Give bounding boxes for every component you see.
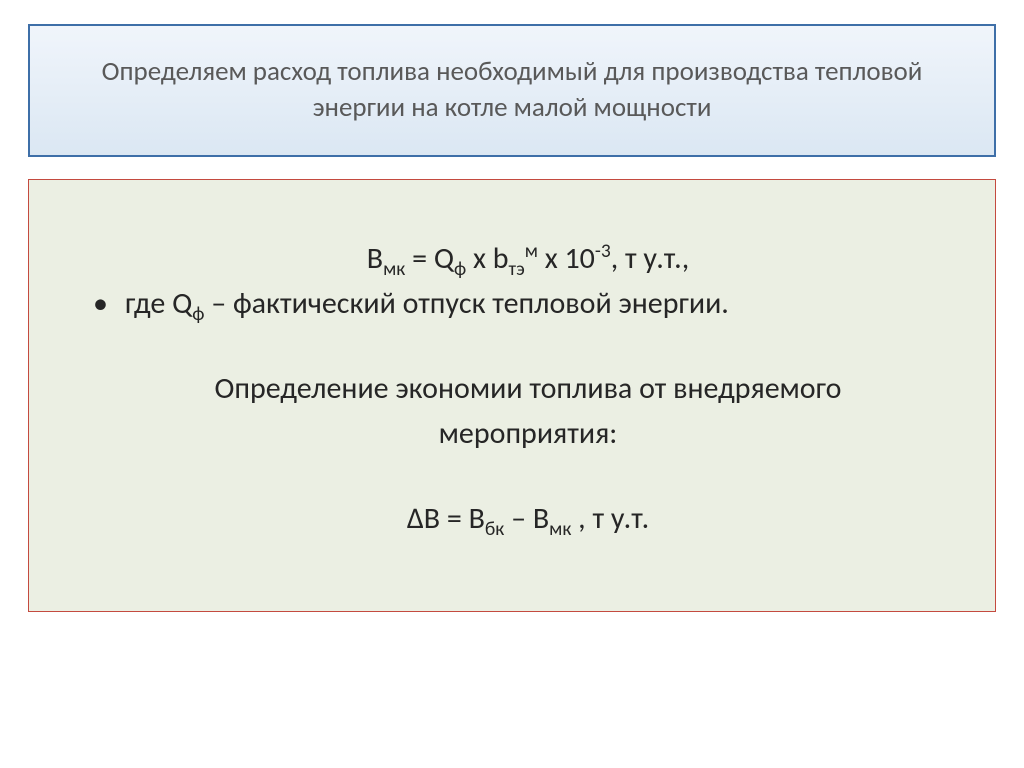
sub-heading-b: мероприятия:	[125, 411, 931, 456]
slide-title: Определяем расход топлива необходимый дл…	[102, 55, 923, 124]
sub-heading-a: Определение экономии топлива от внедряем…	[125, 366, 931, 411]
formula-2: ∆B = Bбк – Bмк , т у.т.	[125, 496, 931, 541]
formula-row-2: ∆B = Bбк – Bмк , т у.т.	[93, 496, 931, 541]
definition-line: где Qф – фактический отпуск тепловой эне…	[125, 281, 931, 326]
spacer	[93, 456, 931, 496]
formula-1: Bмк = Qф х bтэм х 10-3, т у.т.,	[125, 236, 931, 281]
slide-title-box: Определяем расход топлива необходимый дл…	[28, 24, 996, 157]
formula-row-1: Bмк = Qф х bтэм х 10-3, т у.т.,	[93, 236, 931, 281]
bullet-icon: •	[93, 281, 125, 326]
heading-row-b: мероприятия:	[93, 411, 931, 456]
slide-content-box: Bмк = Qф х bтэм х 10-3, т у.т., • где Qф…	[28, 179, 996, 612]
heading-row-a: Определение экономии топлива от внедряем…	[93, 366, 931, 411]
bullet-row-1: • где Qф – фактический отпуск тепловой э…	[93, 281, 931, 326]
slide: Определяем расход топлива необходимый дл…	[0, 0, 1024, 768]
spacer	[93, 326, 931, 366]
